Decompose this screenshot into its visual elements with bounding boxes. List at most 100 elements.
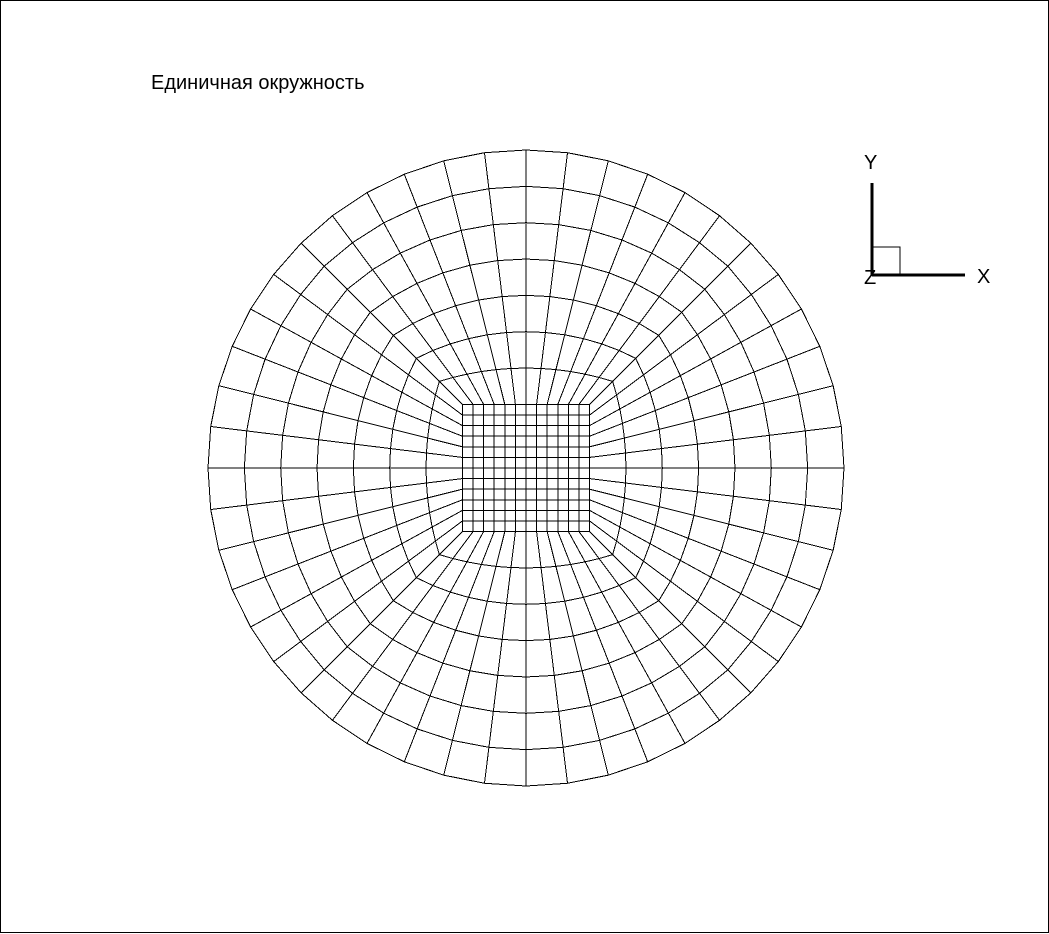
mesh-radial-segment <box>432 350 454 378</box>
mesh-radial-segment <box>549 639 555 676</box>
mesh-radial-segment <box>442 272 457 306</box>
mesh-radial-segment <box>416 695 431 730</box>
mesh-radial-segment <box>468 564 482 598</box>
mesh-radial-segment <box>354 580 382 602</box>
mesh-radial-segment <box>680 358 711 377</box>
mesh-radial-segment <box>501 603 508 640</box>
mesh-radial-segment <box>416 206 431 241</box>
mesh-radial-segment <box>697 314 725 336</box>
y-axis-label: Y <box>864 152 877 174</box>
mesh-radial-segment <box>612 357 637 382</box>
mesh-radial-segment <box>740 593 772 611</box>
mesh-radial-segment <box>557 531 572 565</box>
mesh-radial-segment <box>697 491 734 497</box>
mesh-radial-segment <box>658 600 683 625</box>
mesh-radial-segment <box>510 531 516 568</box>
mesh-radial-segment <box>624 497 660 508</box>
mesh-radial-segment <box>564 299 574 335</box>
mesh-radial-segment <box>670 334 698 356</box>
mesh-radial-segment <box>699 693 720 721</box>
mesh-radial-segment <box>540 567 546 604</box>
mesh-radial-segment <box>710 576 742 595</box>
mesh-radial-segment <box>558 188 564 225</box>
mesh-radial-segment <box>273 641 301 662</box>
mesh-radial-segment <box>786 345 820 360</box>
mesh-radial-segment <box>649 543 681 561</box>
mesh-radial-segment <box>323 646 348 671</box>
mesh-radial-segment <box>562 152 569 189</box>
mesh-radial-segment <box>699 215 720 243</box>
mesh-radial-segment <box>634 174 649 208</box>
mesh-radial-segment <box>392 497 428 508</box>
mesh-radial-segment <box>327 600 355 622</box>
mesh-radial-segment <box>495 531 506 567</box>
mesh-radial-segment <box>486 566 497 602</box>
mesh-radial-segment <box>770 308 802 327</box>
mesh-radial-segment <box>643 560 671 582</box>
mesh-radial-segment <box>443 740 453 776</box>
mesh-radial-segment <box>392 577 417 602</box>
mesh-radial-segment <box>332 215 353 243</box>
mesh-radial-segment <box>728 402 764 413</box>
mesh-radial-segment <box>578 531 600 559</box>
mesh-radial-segment <box>253 532 289 543</box>
mesh-radial-segment <box>310 341 342 360</box>
mesh-radial-segment <box>396 512 430 526</box>
mesh-radial-segment <box>416 283 435 314</box>
mesh-radial-segment <box>659 420 695 430</box>
mesh-radial-segment <box>567 531 586 563</box>
mesh-radial-segment <box>354 443 391 450</box>
mesh-radial-segment <box>549 260 555 297</box>
mesh-radial-segment <box>584 561 603 593</box>
mesh-radial-segment <box>352 666 373 694</box>
mesh-radial-segment <box>589 509 621 528</box>
mesh-radial-segment <box>564 601 574 637</box>
mesh-radial-segment <box>617 283 636 314</box>
mesh-radial-segment <box>346 288 371 313</box>
mesh-radial-segment <box>655 525 689 539</box>
mesh-radial-segment <box>753 563 788 578</box>
mesh-radial-segment <box>401 526 433 545</box>
mesh-radial-segment <box>232 576 266 591</box>
mesh-radial-segment <box>617 622 636 653</box>
mesh-radial-segment <box>403 728 418 762</box>
mesh-radial-segment <box>667 192 686 224</box>
mesh-radial-segment <box>280 593 312 611</box>
mesh-radial-segment <box>601 313 619 345</box>
mesh-radial-segment <box>546 531 557 567</box>
mesh-radial-segment <box>624 428 660 439</box>
mesh-radial-segment <box>501 296 508 333</box>
mesh-radial-segment <box>460 670 471 706</box>
mesh-radial-segment <box>483 152 490 189</box>
mesh-radial-segment <box>589 437 625 448</box>
mesh-radial-segment <box>589 408 621 427</box>
mesh-radial-segment <box>589 394 617 416</box>
mesh-radial-segment <box>536 531 542 568</box>
mesh-radial-segment <box>442 630 457 664</box>
mesh-radial-segment <box>763 532 799 543</box>
plot-title: Единичная окружность <box>151 72 365 94</box>
mesh-radial-segment <box>488 188 494 225</box>
mesh-radial-segment <box>590 195 601 231</box>
mesh-radial-segment <box>232 345 266 360</box>
mesh-radial-segment <box>798 541 834 551</box>
mesh-radial-segment <box>562 747 569 784</box>
mesh-radial-segment <box>589 531 613 555</box>
mesh-radial-segment <box>426 452 463 458</box>
mesh-radial-segment <box>363 397 397 411</box>
mesh-radial-segment <box>540 332 546 369</box>
mesh-radial-segment <box>589 452 626 458</box>
mesh-radial-segment <box>426 478 463 484</box>
mesh-radial-segment <box>710 341 742 360</box>
mesh-radial-segment <box>557 371 572 405</box>
mesh-radial-segment <box>253 393 289 404</box>
mesh-radial-segment <box>544 296 551 333</box>
mesh-radial-segment <box>310 576 342 595</box>
mesh-radial-segment <box>480 371 495 405</box>
mesh-radial-segment <box>246 500 283 506</box>
mesh-radial-segment <box>805 504 842 511</box>
mesh-radial-segment <box>318 491 355 497</box>
mesh-radial-segment <box>246 430 283 436</box>
mesh-radial-segment <box>429 662 444 697</box>
